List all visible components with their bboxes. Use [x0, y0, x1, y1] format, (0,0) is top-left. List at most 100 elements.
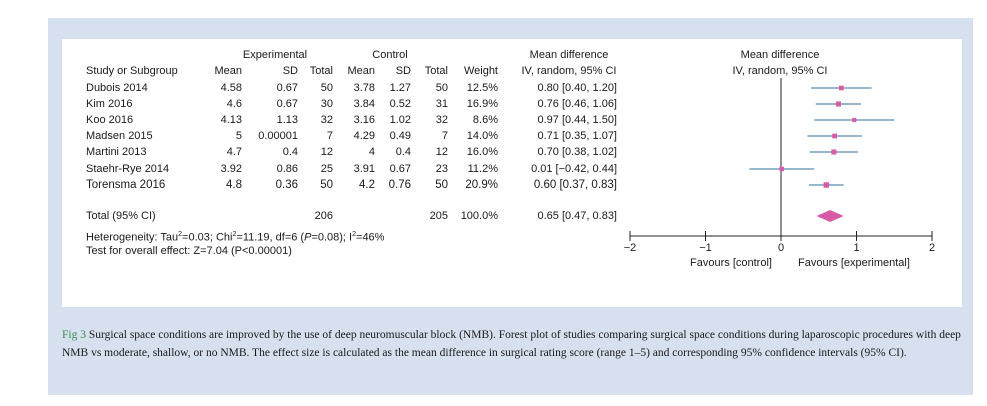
het-mid1: =0.03; Chi [182, 231, 233, 244]
header-mean-difference: Mean difference [529, 49, 609, 61]
sd-e: 0.00001 [258, 130, 298, 142]
study-name: Koo 2016 [86, 114, 134, 126]
md-ci: 0.97 [0.44, 1.50] [537, 114, 617, 126]
favours-experimental: Favours [experimental] [798, 257, 910, 269]
col-md-ci-plot: IV, random, 95% CI [732, 65, 828, 77]
mean-e: 4.13 [220, 114, 242, 126]
md-ci: 0.71 [0.35, 1.07] [537, 130, 617, 142]
study-name: Martini 2013 [86, 146, 147, 158]
effect-marker [831, 149, 837, 155]
total-e: 12 [320, 146, 333, 158]
md-ci: 0.80 [0.40, 1.20] [537, 82, 617, 94]
mean-c: 4 [368, 146, 375, 158]
mean-e: 4.8 [226, 179, 242, 191]
weight: 20.9% [465, 179, 498, 191]
mean-c: 4.2 [359, 179, 375, 191]
mean-c: 3.78 [353, 82, 375, 94]
total-c: 50 [435, 179, 448, 191]
mean-e: 4.6 [226, 98, 242, 110]
weight: 11.2% [467, 163, 498, 175]
study-name: Dubois 2014 [86, 82, 148, 94]
md-ci: 0.70 [0.38, 1.02] [537, 146, 617, 158]
header-mean-difference-plot: Mean difference [740, 49, 820, 61]
weight: 14.0% [466, 130, 498, 142]
total-e: 30 [320, 98, 333, 110]
mean-c: 3.16 [353, 114, 375, 126]
study-name: Madsen 2015 [86, 130, 153, 142]
weight: 8.6% [472, 114, 498, 126]
mean-e: 3.92 [220, 163, 242, 175]
total-c: 7 [441, 130, 448, 142]
md-ci: 0.60 [0.37, 0.83] [533, 179, 617, 191]
sd-e: 0.67 [276, 82, 298, 94]
effect-marker [823, 182, 830, 188]
forest-plot-box [62, 39, 962, 307]
het-sup3: 2 [352, 231, 357, 238]
effect-marker [835, 101, 841, 107]
sd-c: 1.02 [389, 114, 411, 126]
sd-c: 0.52 [389, 98, 411, 110]
het-mid3: =0.08); I [311, 231, 353, 244]
x-tick-label: 0 [778, 242, 784, 254]
total-c: 31 [435, 98, 448, 110]
col-sd-e: SD [282, 65, 298, 77]
effect-marker [832, 133, 838, 139]
effect-marker [839, 85, 844, 91]
favours-control: Favours [control] [690, 257, 772, 269]
x-tick-label: −2 [624, 242, 637, 254]
total-c: 12 [435, 146, 448, 158]
sd-c: 0.76 [388, 179, 411, 191]
figure-caption: Fig 3 Surgical space conditions are impr… [62, 326, 962, 362]
study-name: Staehr-Rye 2014 [86, 163, 170, 175]
x-tick-label: −1 [699, 242, 712, 254]
sd-c: 0.67 [389, 163, 411, 175]
col-mean-e: Mean [214, 65, 242, 77]
col-study: Study or Subgroup [86, 65, 178, 77]
mean-e: 4.7 [226, 146, 242, 158]
het-sup1: 2 [178, 231, 183, 238]
sd-e: 1.13 [276, 114, 298, 126]
mean-c: 3.91 [353, 163, 375, 175]
header-experimental: Experimental [242, 49, 308, 61]
sd-e: 0.67 [276, 98, 298, 110]
sd-c: 0.49 [389, 130, 411, 142]
md-ci: 0.01 [−0.42, 0.44] [531, 163, 617, 175]
total-e: 50 [320, 179, 333, 191]
sd-e: 0.36 [275, 179, 298, 191]
pooled-diamond [816, 210, 844, 222]
mean-c: 3.84 [353, 98, 375, 110]
total-c: 32 [435, 114, 448, 126]
weight: 16.0% [466, 146, 498, 158]
header-control: Control [372, 49, 408, 61]
md-ci: 0.76 [0.46, 1.06] [537, 98, 617, 110]
col-total-c: Total [424, 65, 448, 77]
caption-text: Surgical space conditions are improved b… [62, 329, 961, 359]
weight: 12.5% [466, 82, 498, 94]
overall-effect-text: Test for overall effect: Z=7.04 (P<0.000… [86, 245, 292, 257]
effect-marker [779, 166, 785, 172]
sd-c: 1.27 [389, 82, 411, 94]
col-sd-c: SD [395, 65, 411, 77]
total-e: 206 [314, 210, 333, 222]
heterogeneity-text: Heterogeneity: Tau2=0.03; Chi2=11.19, df… [86, 228, 384, 245]
sd-e: 0.86 [276, 163, 298, 175]
total-e: 7 [326, 130, 333, 142]
het-p: P [304, 231, 312, 244]
total-e: 50 [320, 82, 333, 94]
x-tick-label: 1 [853, 242, 859, 254]
study-name: Torensma 2016 [86, 179, 166, 191]
sd-c: 0.4 [395, 146, 411, 158]
col-mean-c: Mean [347, 65, 375, 77]
het-end: =46% [356, 231, 385, 244]
het-sup2: 2 [232, 231, 237, 238]
mean-e: 4.58 [220, 82, 242, 94]
effect-marker [852, 117, 857, 123]
figure-label: Fig 3 [62, 329, 86, 341]
total-weight: 100.0% [460, 210, 498, 222]
total-md-ci: 0.65 [0.47, 0.83] [537, 210, 617, 222]
total-e: 25 [320, 163, 333, 175]
col-weight: Weight [463, 65, 498, 77]
col-md-ci: IV, random, 95% CI [521, 65, 617, 77]
het-prefix: Heterogeneity: Tau [86, 231, 179, 244]
